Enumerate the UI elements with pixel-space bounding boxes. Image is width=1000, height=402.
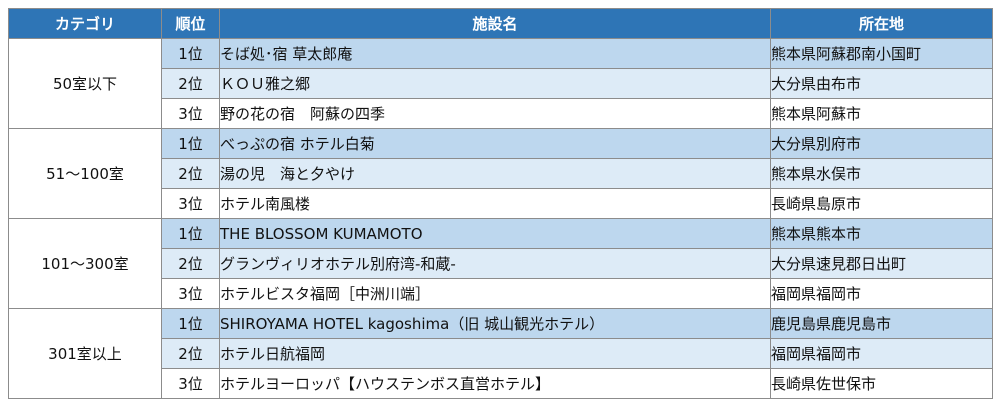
rank-cell: 3位 [161, 278, 220, 309]
facility-name-cell: べっぷの宿 ホテル白菊 [219, 128, 771, 159]
facility-name-cell: ホテルヨーロッパ【ハウステンボス直営ホテル】 [219, 368, 771, 399]
rank-cell: 1位 [161, 218, 220, 249]
category-cell: 50室以下 [8, 38, 162, 129]
rank-cell: 2位 [161, 338, 220, 369]
facility-name-cell: SHIROYAMA HOTEL kagoshima（旧 城山観光ホテル） [219, 308, 771, 339]
rank-cell: 1位 [161, 128, 220, 159]
header-location: 所在地 [770, 8, 993, 39]
location-cell: 熊本県水俣市 [770, 158, 993, 189]
ranking-table: カテゴリ 順位 施設名 所在地 50室以下 1位 そば処･宿 草太郎庵 熊本県阿… [8, 8, 993, 399]
table-header: カテゴリ 順位 施設名 所在地 [8, 8, 993, 39]
table-row: 3位 野の花の宿 阿蘇の四季 熊本県阿蘇市 [9, 98, 993, 129]
category-cell: 101～300室 [8, 218, 162, 309]
location-cell: 鹿児島県鹿児島市 [770, 308, 993, 339]
rank-cell: 3位 [161, 188, 220, 219]
rank-cell: 1位 [161, 308, 220, 339]
table-row: 2位 ホテル日航福岡 福岡県福岡市 [9, 338, 993, 369]
location-cell: 熊本県阿蘇郡南小国町 [770, 38, 993, 69]
rank-cell: 2位 [161, 248, 220, 279]
table-row: 301室以上 1位 SHIROYAMA HOTEL kagoshima（旧 城山… [8, 308, 993, 399]
location-cell: 長崎県佐世保市 [770, 368, 993, 399]
facility-name-cell: ホテルビスタ福岡［中洲川端］ [219, 278, 771, 309]
facility-name-cell: ＫＯＵ雅之郷 [219, 68, 771, 99]
location-cell: 福岡県福岡市 [770, 278, 993, 309]
category-cell: 51～100室 [8, 128, 162, 219]
location-cell: 福岡県福岡市 [770, 338, 993, 369]
rank-cell: 1位 [161, 38, 220, 69]
location-cell: 熊本県阿蘇市 [770, 98, 993, 129]
header-facility: 施設名 [219, 8, 771, 39]
header-category: カテゴリ [8, 8, 162, 39]
table-row: 51～100室 1位 べっぷの宿 ホテル白菊 大分県別府市 [8, 128, 993, 219]
location-cell: 大分県別府市 [770, 128, 993, 159]
table-row: 50室以下 1位 そば処･宿 草太郎庵 熊本県阿蘇郡南小国町 [8, 38, 993, 129]
table-body: 50室以下 1位 そば処･宿 草太郎庵 熊本県阿蘇郡南小国町 2位 ＫＯＵ雅之郷… [8, 38, 993, 399]
table-row: 101～300室 1位 THE BLOSSOM KUMAMOTO 熊本県熊本市 [8, 218, 993, 309]
table-row: 3位 ホテル南風楼 長崎県島原市 [9, 188, 993, 219]
table-row: 2位 ＫＯＵ雅之郷 大分県由布市 [9, 68, 993, 99]
facility-name-cell: ホテル日航福岡 [219, 338, 771, 369]
table-row: 3位 ホテルヨーロッパ【ハウステンボス直営ホテル】 長崎県佐世保市 [9, 368, 993, 399]
location-cell: 熊本県熊本市 [770, 218, 993, 249]
facility-name-cell: グランヴィリオホテル別府湾-和蔵- [219, 248, 771, 279]
header-rank: 順位 [161, 8, 220, 39]
category-cell: 301室以上 [8, 308, 162, 399]
facility-name-cell: 野の花の宿 阿蘇の四季 [219, 98, 771, 129]
rank-cell: 3位 [161, 98, 220, 129]
facility-name-cell: ホテル南風楼 [219, 188, 771, 219]
location-cell: 大分県由布市 [770, 68, 993, 99]
rank-cell: 2位 [161, 158, 220, 189]
facility-name-cell: 湯の児 海と夕やけ [219, 158, 771, 189]
rank-cell: 2位 [161, 68, 220, 99]
location-cell: 大分県速見郡日出町 [770, 248, 993, 279]
rank-cell: 3位 [161, 368, 220, 399]
table-row: 2位 湯の児 海と夕やけ 熊本県水俣市 [9, 158, 993, 189]
table-row: 2位 グランヴィリオホテル別府湾-和蔵- 大分県速見郡日出町 [9, 248, 993, 279]
location-cell: 長崎県島原市 [770, 188, 993, 219]
facility-name-cell: THE BLOSSOM KUMAMOTO [219, 218, 771, 249]
facility-name-cell: そば処･宿 草太郎庵 [219, 38, 771, 69]
